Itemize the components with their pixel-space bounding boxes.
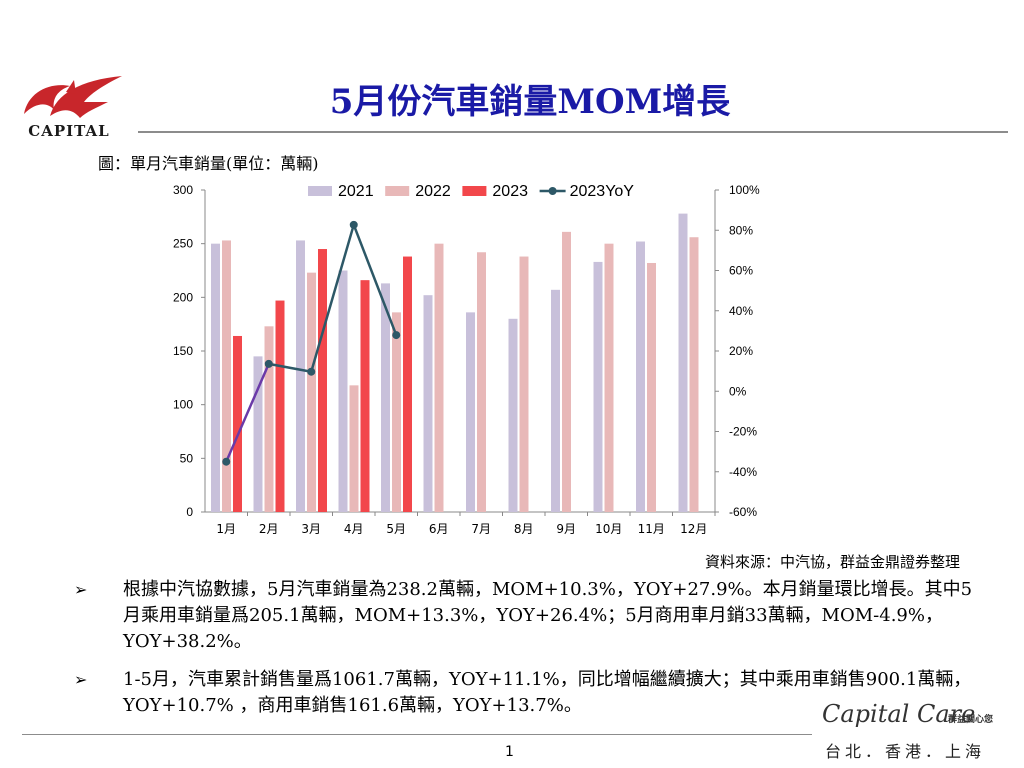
y-tick-label-left: 150 (173, 344, 193, 358)
point-2023YoY (264, 359, 273, 368)
y-tick-label-left: 300 (173, 183, 193, 197)
point-2023YoY (307, 367, 316, 376)
bar-2021 (593, 261, 603, 512)
y-tick-label-right: 0% (729, 384, 747, 398)
x-tick-label: 5月 (386, 522, 406, 536)
point-2023YoY (222, 457, 231, 466)
bar-2023 (318, 249, 327, 512)
bar-2022 (434, 243, 444, 512)
x-tick-label: 12月 (680, 522, 707, 536)
legend-label: 2021 (338, 183, 374, 200)
x-tick-label: 10月 (595, 522, 622, 536)
legend-label: 2022 (415, 183, 451, 200)
x-tick-label: 2月 (259, 522, 279, 536)
arrow-bullet-icon: ➢ (74, 580, 88, 599)
footer-divider (22, 734, 812, 735)
bar-2022 (222, 240, 231, 513)
x-tick-label: 9月 (556, 522, 576, 536)
line-segment-2023YoY (352, 224, 398, 336)
bar-2023 (360, 280, 370, 512)
bar-2021 (423, 295, 433, 512)
line-segment-2023YoY (225, 363, 270, 463)
bar-2022 (647, 262, 656, 512)
bar-2021 (508, 318, 518, 512)
x-tick-label: 11月 (638, 522, 665, 536)
x-tick-label: 4月 (344, 522, 364, 536)
legend-marker-2023YoY (548, 187, 557, 195)
legend-swatch-2021 (308, 186, 332, 196)
bar-2021 (678, 213, 688, 512)
brand-tagline: 群益關心您 (948, 715, 994, 725)
y-tick-label-right: 80% (729, 223, 753, 237)
y-tick-label-right: -40% (729, 465, 757, 479)
page-number: 1 (505, 744, 514, 760)
bar-2021 (211, 243, 220, 512)
y-tick-label-right: -60% (729, 505, 757, 519)
bar-2021 (296, 240, 305, 513)
x-tick-label: 8月 (514, 522, 534, 536)
data-source-note: 資料來源：中汽協，群益金鼎證券整理 (704, 553, 960, 571)
y-tick-label-left: 50 (180, 451, 194, 465)
capital-logo-icon (24, 76, 122, 118)
line-segment-2023YoY (268, 362, 312, 373)
bar-2022 (349, 385, 359, 512)
bar-2022 (264, 326, 274, 512)
bar-2023 (233, 335, 242, 512)
y-tick-label-left: 0 (186, 505, 193, 519)
bar-2021 (551, 289, 560, 512)
x-tick-label: 3月 (301, 522, 321, 536)
page-title: 5月份汽車銷量MOM增長 (329, 82, 731, 122)
bar-2022 (562, 231, 571, 513)
y-tick-label-left: 250 (173, 237, 193, 251)
bar-2021 (381, 283, 390, 512)
x-tick-label: 6月 (429, 522, 449, 536)
bar-2022 (689, 237, 699, 512)
bar-2023 (275, 300, 285, 512)
bar-2021 (466, 312, 475, 512)
logo-text: CAPITAL (28, 122, 110, 140)
x-tick-label: 1月 (216, 522, 236, 536)
legend-swatch-2022 (385, 186, 410, 196)
chart-caption: 圖：單月汽車銷量(單位：萬輛) (98, 154, 319, 173)
y-tick-label-right: 100% (729, 183, 760, 197)
office-cities: 台北．香港．上海 (825, 742, 986, 761)
capital-care-logo: Capital Care (822, 700, 976, 728)
y-tick-label-right: 60% (729, 264, 753, 278)
bar-2022 (519, 256, 529, 512)
legend-label: 2023YoY (570, 183, 635, 200)
bar-2022 (604, 243, 614, 512)
bar-2021 (338, 270, 348, 512)
point-2023YoY (392, 331, 401, 340)
point-2023YoY (349, 220, 358, 229)
bar-2021 (636, 241, 645, 512)
bar-2022 (477, 252, 486, 512)
legend-swatch-2023 (462, 186, 487, 196)
bullet-text: 根據中汽協數據，5月汽車銷量為238.2萬輛，MOM+10.3%，YOY+27.… (123, 579, 973, 652)
y-tick-label-right: 20% (729, 344, 753, 358)
y-tick-label-left: 100 (173, 398, 193, 412)
legend-label: 2023 (492, 183, 528, 200)
sales-chart: 0 50 100 150 200 250 300 -60% -40% -20% 0% 20% 40% 60… (173, 183, 760, 536)
header-divider (138, 131, 1008, 133)
line-segment-2023YoY (310, 224, 355, 373)
y-tick-label-left: 200 (173, 290, 193, 304)
bar-2023 (403, 256, 412, 512)
bar-2022 (392, 312, 401, 512)
bar-2021 (253, 356, 263, 512)
y-tick-label-right: -20% (729, 425, 757, 439)
x-tick-label: 7月 (471, 522, 491, 536)
bullet-text: 1-5月，汽車累計銷售量爲1061.7萬輛，YOY+11.1%，同比增幅繼續擴大… (123, 669, 972, 716)
bar-2022 (307, 272, 316, 512)
y-tick-label-right: 40% (729, 304, 753, 318)
arrow-bullet-icon: ➢ (74, 670, 88, 689)
